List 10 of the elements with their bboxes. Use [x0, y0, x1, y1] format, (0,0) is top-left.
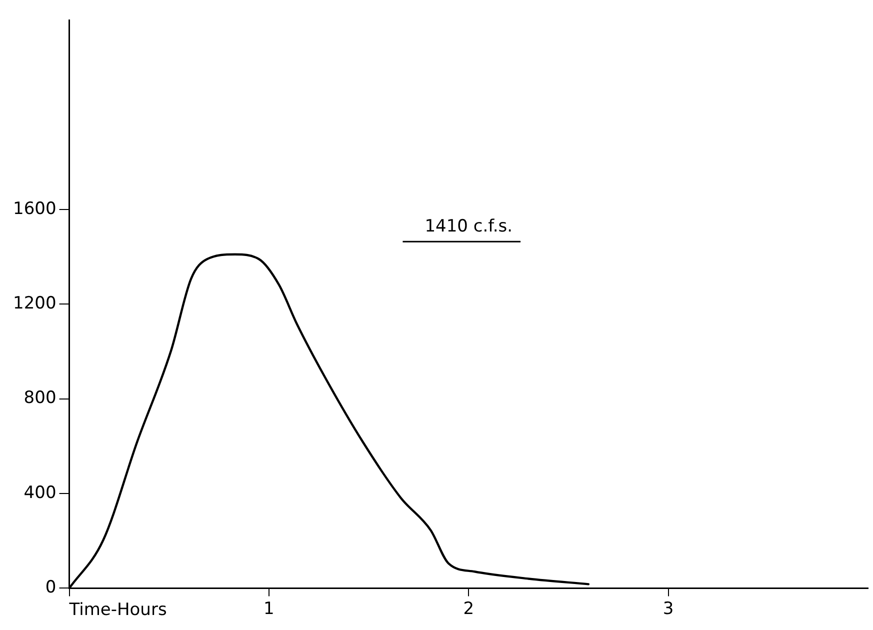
y-tick-label: 1600 — [13, 198, 56, 219]
y-tick-label: 0 — [45, 578, 56, 598]
x-axis-title: Time-Hours — [68, 600, 167, 620]
y-tick-label: 800 — [24, 388, 56, 408]
x-tick-label: 3 — [662, 598, 674, 619]
x-tick-label: 1 — [264, 598, 274, 619]
annotation: 1410 c.f.s. — [424, 216, 513, 237]
y-tick-label: 1200 — [13, 294, 56, 314]
x-tick-label: 2 — [463, 598, 474, 619]
y-tick-label: 400 — [24, 482, 56, 503]
